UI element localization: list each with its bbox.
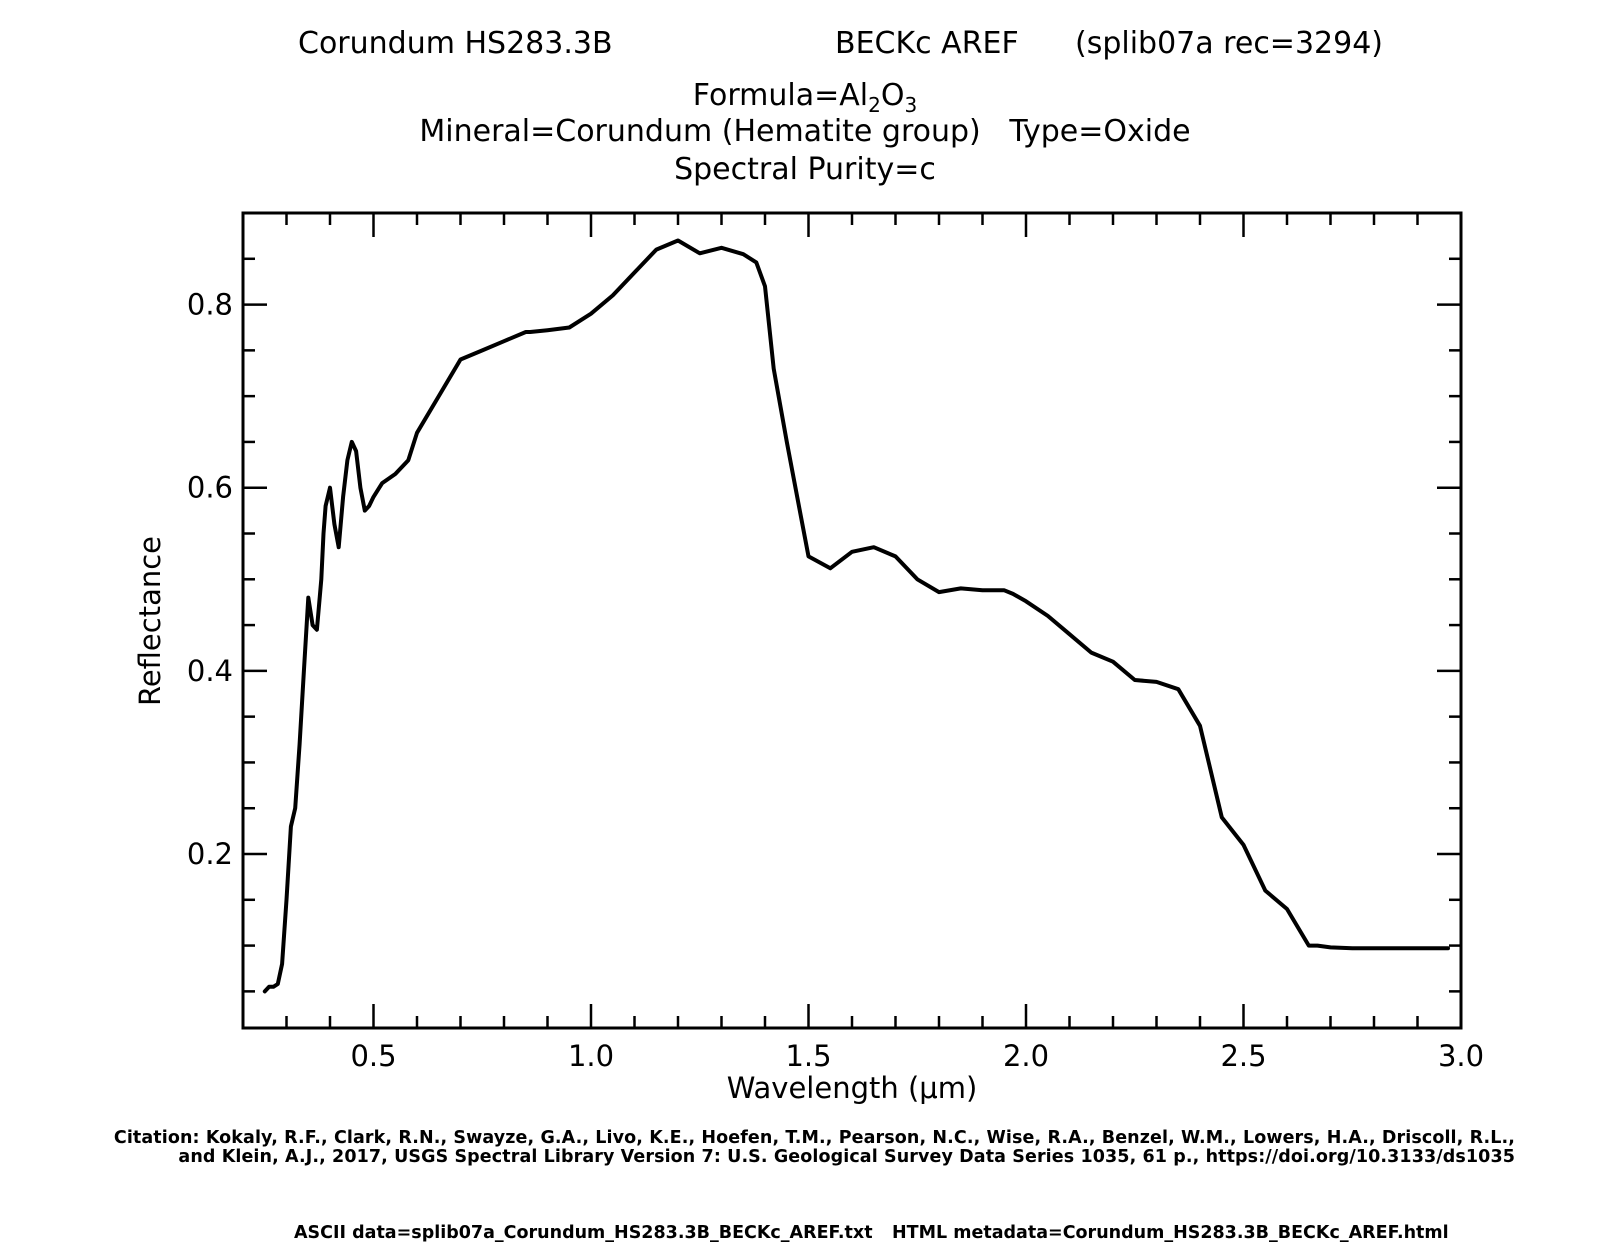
formula-sub1: 2 [868, 93, 881, 117]
ascii-data-filename: ASCII data=splib07a_Corundum_HS283.3B_BE… [294, 1223, 873, 1243]
y-tick-label: 0.6 [187, 471, 233, 505]
y-tick-label: 0.8 [187, 288, 233, 322]
formula-prefix: Formula=Al [692, 78, 869, 113]
y-tick-label: 0.2 [187, 837, 233, 871]
x-tick-label: 2.0 [1003, 1039, 1049, 1073]
x-tick-label: 3.0 [1438, 1039, 1484, 1073]
tick-labels: 0.5 1.0 1.5 2.0 2.5 3.0 0.2 0.4 0.6 0.8 [187, 288, 1484, 1073]
plot-frame [241, 211, 1463, 1030]
html-metadata-filename: HTML metadata=Corundum_HS283.3B_BECKc_AR… [892, 1223, 1449, 1243]
citation-line-1: Citation: Kokaly, R.F., Clark, R.N., Swa… [113, 1128, 1515, 1148]
formula-line: Formula=Al2O3 [0, 78, 1610, 117]
x-tick-label: 1.5 [785, 1039, 831, 1073]
purity-line: Spectral Purity=c [674, 152, 936, 187]
x-tick-label: 1.0 [568, 1039, 614, 1073]
formula-sub2: 3 [904, 93, 918, 117]
spectrometer-label: BECKc AREF [835, 26, 1019, 61]
y-axis-label: Reflectance [133, 536, 167, 706]
sample-name: Corundum HS283.3B [298, 26, 613, 61]
reflectance-series-line [262, 238, 1450, 994]
y-tick-label: 0.4 [187, 654, 233, 688]
x-axis-label: Wavelength (μm) [727, 1071, 978, 1105]
citation-line-2: and Klein, A.J., 2017, USGS Spectral Lib… [178, 1147, 1515, 1167]
x-tick-label: 0.5 [350, 1039, 396, 1073]
record-label: (splib07a rec=3294) [1075, 26, 1383, 61]
tick-marks [243, 213, 1461, 1028]
x-tick-label: 2.5 [1220, 1039, 1266, 1073]
formula-mid: O [880, 78, 905, 113]
mineral-line: Mineral=Corundum (Hematite group) Type=O… [419, 114, 1191, 149]
